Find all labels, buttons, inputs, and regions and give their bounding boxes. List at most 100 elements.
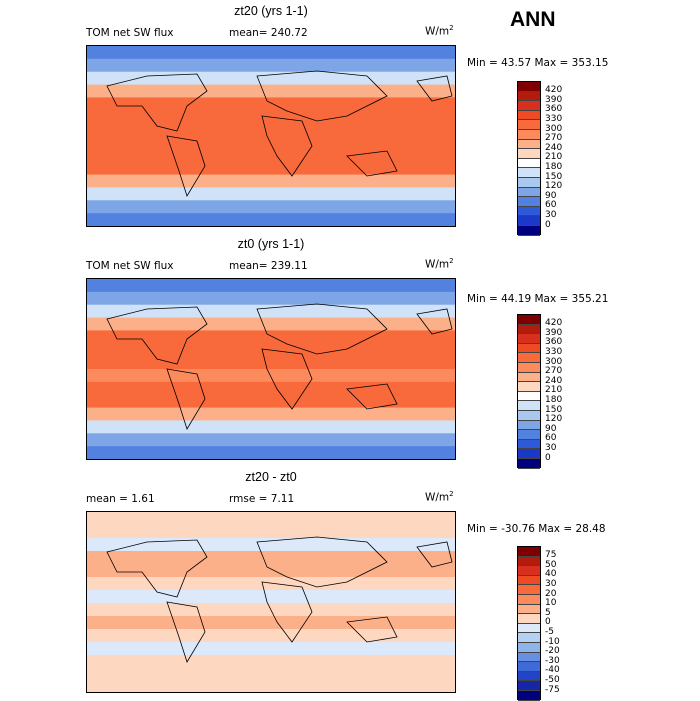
colorbar-swatch (518, 382, 540, 392)
colorbar-swatch (518, 430, 540, 440)
panel1-var-label: TOM net SW flux (86, 27, 174, 39)
colorbar-swatch (518, 353, 540, 363)
colorbar-tick-label: 60 (545, 200, 557, 211)
panel3-units: W/m2 (425, 490, 454, 504)
colorbar-swatch (518, 168, 540, 178)
panel2-units: W/m2 (425, 257, 454, 271)
map-lat-band (87, 681, 455, 692)
map-lat-band (87, 369, 455, 383)
map-lat-band (87, 291, 455, 306)
colorbar-swatch (518, 575, 540, 586)
colorbar-tick-label: 50 (545, 559, 557, 570)
colorbar-tick-label: 0 (545, 617, 551, 628)
map-lat-band (87, 407, 455, 421)
map-lat-band (87, 551, 455, 565)
colorbar-swatch (518, 101, 540, 111)
colorbar-swatch (518, 197, 540, 207)
colorbar-swatch (518, 82, 540, 92)
panel1-colorbar (517, 81, 541, 236)
colorbar-tick-label: -5 (545, 626, 554, 637)
continent-outline (256, 536, 388, 588)
panel3-rmse: rmse = 7.11 (229, 493, 295, 505)
colorbar-tick-label: -30 (545, 655, 560, 666)
panel1-map-field (87, 46, 455, 226)
colorbar-tick-label: 210 (545, 152, 563, 163)
continent-outline (346, 150, 398, 177)
continent-outline (346, 616, 398, 643)
map-lat-band (87, 590, 455, 604)
colorbar-swatch (518, 91, 540, 102)
panel2-minmax: Min = 44.19 Max = 355.21 (467, 293, 609, 305)
map-lat-band (87, 161, 455, 176)
colorbar-tick-label: 90 (545, 190, 557, 201)
panel1-units: W/m2 (425, 24, 454, 38)
map-lat-band (87, 187, 455, 201)
colorbar-tick-label: 5 (545, 607, 551, 618)
map-lat-band (87, 564, 455, 578)
panel3-map-field (87, 512, 455, 692)
colorbar-tick-label: 210 (545, 385, 563, 396)
panel3-map (86, 511, 456, 693)
colorbar-swatch (518, 547, 540, 557)
colorbar-swatch (518, 391, 540, 402)
continent-outline (106, 73, 208, 132)
colorbar-swatch (518, 671, 540, 682)
colorbar-swatch (518, 187, 540, 198)
panel1-map (86, 45, 456, 227)
colorbar-tick-label: -75 (545, 684, 560, 695)
colorbar-tick-label: 240 (545, 375, 563, 386)
panel2-var-label: TOM net SW flux (86, 260, 174, 272)
colorbar-swatch (518, 566, 540, 576)
map-lat-band (87, 420, 455, 434)
panel3-mean: mean = 1.61 (86, 493, 155, 505)
continent-outline (416, 541, 453, 568)
panel3-minmax: Min = -30.76 Max = 28.48 (467, 523, 606, 535)
map-lat-band (87, 136, 455, 150)
continent-outline (106, 539, 208, 598)
panel2-map-field (87, 279, 455, 459)
colorbar-tick-label: -40 (545, 665, 560, 676)
map-lat-band (87, 304, 455, 319)
continent-outline (166, 368, 206, 430)
colorbar-tick-label: 0 (545, 452, 551, 463)
colorbar-swatch (518, 372, 540, 383)
map-lat-band (87, 616, 455, 630)
colorbar-swatch (518, 334, 540, 344)
map-lat-band (87, 433, 455, 447)
continent-outline (261, 581, 313, 643)
colorbar-tick-label: 300 (545, 123, 563, 134)
map-lat-band (87, 629, 455, 643)
continent-outline (416, 308, 453, 335)
map-lat-band (87, 394, 455, 409)
colorbar-tick-label: 0 (545, 219, 551, 230)
colorbar-tick-label: 30 (545, 442, 557, 453)
colorbar-swatch (518, 324, 540, 335)
panel2-map (86, 278, 456, 460)
panel3-colorbar (517, 546, 541, 701)
colorbar-swatch (518, 129, 540, 140)
colorbar-swatch (518, 623, 540, 634)
continent-outline (261, 348, 313, 410)
colorbar-tick-label: 390 (545, 327, 563, 338)
panel2-title: zt0 (yrs 1-1) (237, 237, 305, 251)
colorbar-swatch (518, 439, 540, 450)
colorbar-swatch (518, 362, 540, 373)
continent-outline (256, 303, 388, 355)
colorbar-tick-label: 60 (545, 433, 557, 444)
colorbar-swatch (518, 216, 540, 226)
map-lat-band (87, 148, 455, 163)
colorbar-tick-label: -20 (545, 646, 560, 657)
panel1-minmax: Min = 43.57 Max = 353.15 (467, 57, 609, 69)
colorbar-tick-label: 180 (545, 161, 563, 172)
colorbar-swatch (518, 458, 540, 469)
colorbar-tick-label: 120 (545, 181, 563, 192)
colorbar-tick-label: 390 (545, 94, 563, 105)
map-lat-band (87, 46, 455, 60)
colorbar-swatch (518, 690, 540, 701)
colorbar-tick-label: 360 (545, 337, 563, 348)
colorbar-tick-label: 150 (545, 171, 563, 182)
map-lat-band (87, 174, 455, 188)
continent-outline (166, 601, 206, 663)
panel3-title: zt20 - zt0 (245, 470, 297, 484)
map-lat-band (87, 279, 455, 293)
